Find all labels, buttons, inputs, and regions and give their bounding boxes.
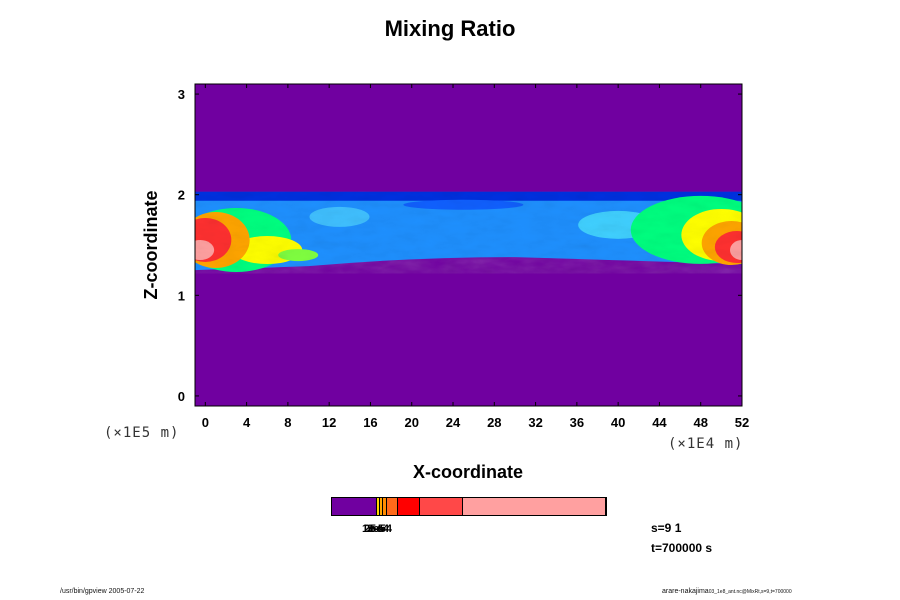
x-tick-label: 12 [322,415,336,430]
colorbar-segment [463,498,606,515]
y-tick-label: 1 [178,288,185,303]
chart-title: Mixing Ratio [384,16,516,41]
x-tick-label: 28 [487,415,501,430]
footer-right: arare-nakajima03_1e8_ant.nc@MixRt,s=9,t=… [662,588,792,595]
colorbar-label: 1e-5 [362,523,385,535]
x-tick-label: 36 [570,415,584,430]
colorbar [331,497,607,516]
mixing-layer [195,191,742,274]
colorbar-segment [332,498,378,515]
x-axis-title: X-coordinate [413,462,523,482]
colorbar-label: 3e-4 [367,523,390,535]
footer-left: /usr/bin/gpview 2005-07-22 [60,588,145,595]
colorbar-segment [386,498,398,515]
colorbar-segment [397,498,420,515]
colorbar-segment [382,498,387,515]
x-tick-label: 44 [652,415,667,430]
x-tick-label: 32 [528,415,542,430]
colorbar-label: 5e-4 [370,523,393,535]
x-tick-label: 0 [202,415,209,430]
layer-texture [195,191,742,274]
x-tick-label: 48 [693,415,707,430]
x-tick-label: 40 [611,415,625,430]
x-tick-label: 52 [735,415,749,430]
x-tick-label: 20 [405,415,419,430]
x-scale-label: (×1E4 m) [668,436,744,452]
footer-right-small: 03_1e8_ant.nc@MixRt,s=9,t=700000 [708,589,792,595]
colorbar-label: 2e-5 [364,523,387,535]
footer-right-main: arare-nakajima [662,588,709,595]
y-scale-label: (×1E5 m) [104,425,180,441]
plot-frame [194,83,743,407]
colorbar-segment [419,498,464,515]
y-tick-label: 0 [178,389,185,404]
s-label: s=9 1 [651,521,682,535]
x-tick-label: 8 [284,415,291,430]
x-tick-label: 16 [363,415,377,430]
colorbar-segment [379,498,383,515]
colorbar-segment [377,498,380,515]
y-axis-title: Z-coordinate [141,190,161,299]
x-tick-label: 24 [446,415,461,430]
t-label: t=700000 s [651,541,713,555]
x-tick-label: 4 [243,415,251,430]
y-tick-label: 3 [178,87,185,102]
y-tick-label: 2 [178,188,185,203]
